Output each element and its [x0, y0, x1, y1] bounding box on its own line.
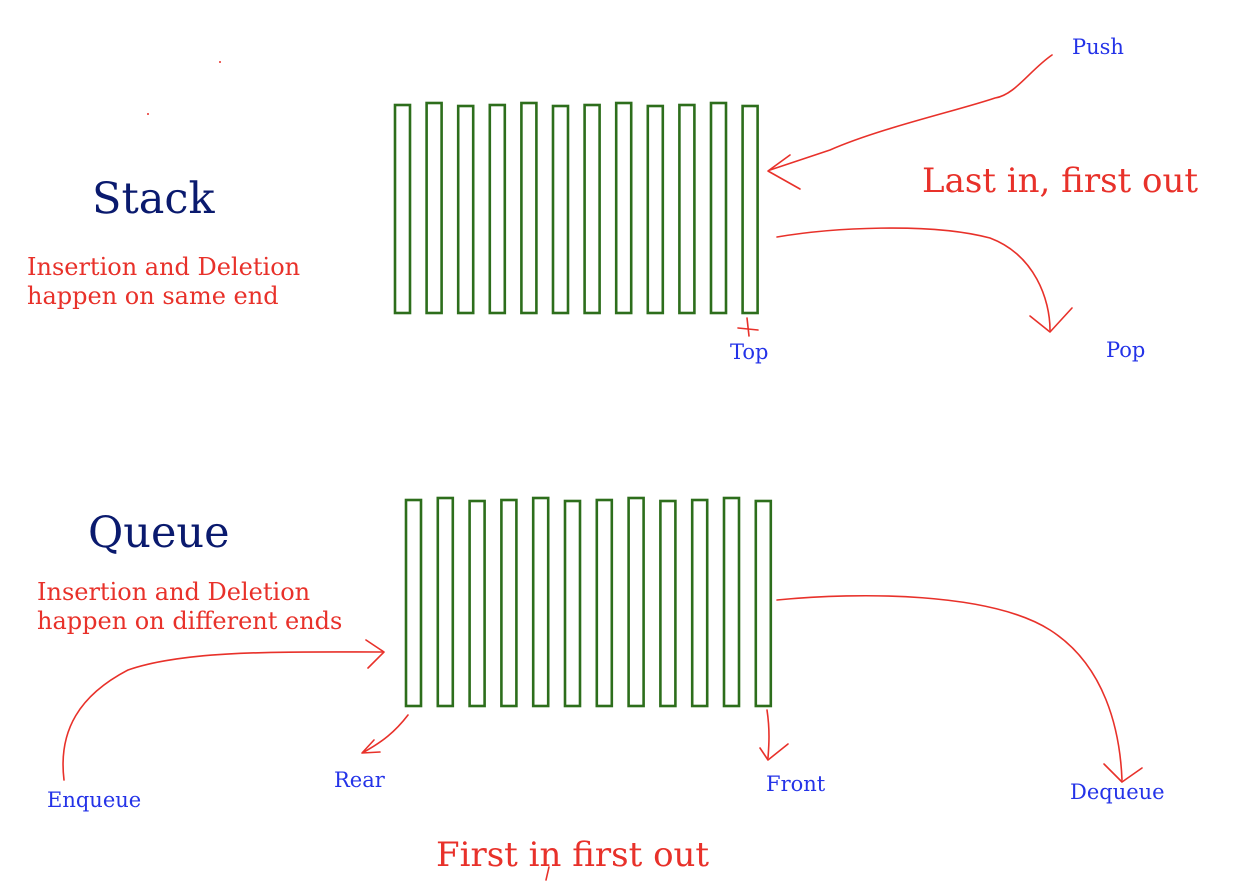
stack-cell — [583, 103, 601, 315]
top-pointer — [737, 317, 759, 337]
stack-cell — [425, 101, 443, 315]
queue-cell — [500, 498, 518, 708]
stack-cell — [614, 101, 633, 315]
queue-cell — [595, 498, 614, 708]
rear-pointer — [363, 714, 409, 753]
push-label: Push — [1072, 35, 1124, 59]
stack-cell — [393, 103, 412, 315]
stack-cells — [393, 101, 759, 315]
stack-description-line1: Insertion and Deletion — [27, 253, 301, 281]
dequeue-label: Dequeue — [1070, 780, 1165, 804]
enqueue-arrow — [62, 651, 383, 781]
stack-cell — [551, 104, 570, 315]
stack-cell — [520, 101, 538, 315]
stack-cell — [456, 104, 475, 315]
queue-cell — [659, 499, 677, 708]
queue-cell — [436, 496, 455, 708]
dequeue-arrowhead — [1103, 763, 1143, 783]
stack-cell — [709, 101, 728, 315]
rear-pointer-head — [361, 739, 381, 754]
queue-title: Queue — [88, 508, 230, 558]
queue-cell — [754, 499, 773, 708]
stack-cell — [678, 103, 696, 315]
queue-cell — [563, 499, 582, 708]
enqueue-arrowhead — [365, 639, 385, 669]
push-arrow — [769, 54, 1053, 171]
enqueue-label: Enqueue — [47, 788, 142, 812]
stack-cell — [646, 104, 665, 315]
stack-cell — [488, 103, 507, 315]
stack-cell — [741, 104, 759, 315]
pop-arrowhead — [1029, 307, 1073, 333]
queue-cell — [531, 496, 550, 708]
queue-cell — [404, 498, 423, 708]
front-label: Front — [766, 772, 826, 796]
queue-principle: First in first out — [436, 835, 710, 875]
top-label: Top — [730, 340, 769, 364]
front-pointer-head — [759, 743, 789, 761]
pop-arrow — [776, 227, 1051, 331]
queue-description-line1: Insertion and Deletion — [37, 578, 311, 606]
stack-title: Stack — [92, 174, 215, 224]
queue-cell — [468, 499, 486, 708]
queue-cell — [722, 496, 741, 708]
stray-dot — [147, 113, 149, 115]
pop-label: Pop — [1106, 338, 1146, 362]
queue-cell — [690, 498, 709, 708]
comma-stroke — [545, 866, 550, 881]
push-arrowhead — [767, 154, 801, 190]
queue-cells — [404, 496, 773, 708]
front-pointer — [766, 709, 770, 759]
stack-principle: Last in, first out — [922, 161, 1199, 201]
rear-label: Rear — [334, 768, 385, 792]
queue-description-line2: happen on different ends — [37, 607, 343, 635]
dequeue-arrow — [776, 594, 1123, 781]
stray-dot — [219, 61, 221, 63]
stack-description-line2: happen on same end — [27, 282, 279, 310]
queue-cell — [627, 496, 645, 708]
